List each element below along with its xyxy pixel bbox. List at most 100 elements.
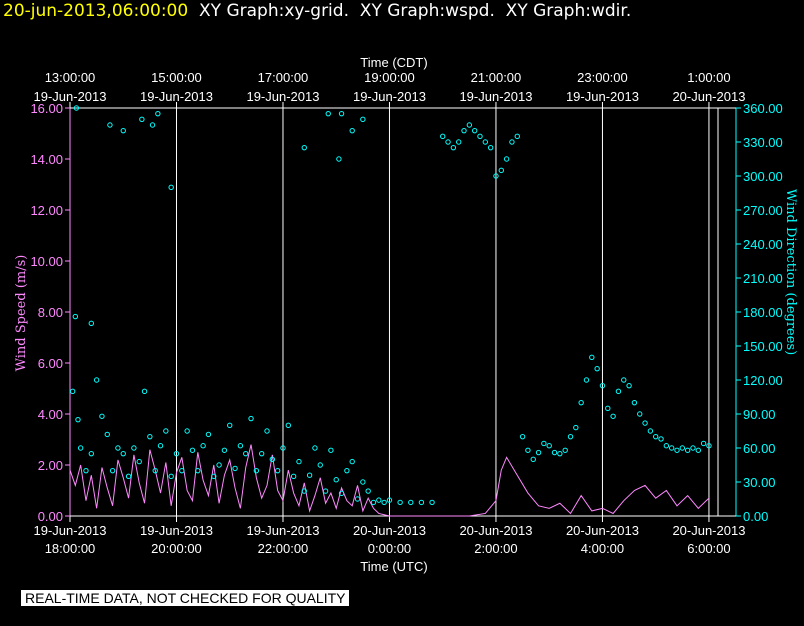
- wind-direction-point: [211, 473, 217, 480]
- top-date-label: 19-Jun-2013: [566, 89, 639, 104]
- wind-direction-point: [149, 122, 156, 128]
- wind-direction-point: [562, 447, 568, 453]
- wind-direction-point: [440, 133, 446, 140]
- wind-direction-point: [408, 499, 414, 506]
- bottom-date-label: 20-Jun-2013: [459, 523, 532, 538]
- wind-direction-point: [578, 399, 584, 406]
- top-date-label: 19-Jun-2013: [246, 89, 319, 104]
- wind-direction-point: [360, 116, 366, 123]
- wind-direction-point: [306, 472, 313, 478]
- wind-direction-point: [349, 127, 355, 134]
- wind-direction-point: [205, 431, 212, 438]
- wind-direction-point: [168, 184, 174, 191]
- bottom-date-label: 20-Jun-2013: [353, 523, 426, 538]
- right-tick-label: 270.00: [743, 203, 783, 218]
- wind-direction-point: [418, 499, 425, 506]
- wind-direction-point: [83, 467, 89, 474]
- right-tick-label: 150.00: [743, 339, 783, 354]
- wind-direction-point: [471, 127, 478, 134]
- left-tick-label: 6.00: [38, 356, 63, 371]
- chart-header: 20-jun-2013,06:00:00 XY Graph:xy-grid. X…: [3, 1, 631, 21]
- bottom-date-label: 19-Jun-2013: [140, 523, 213, 538]
- wind-direction-point: [104, 431, 110, 438]
- wind-direction-point: [525, 447, 531, 453]
- wind-direction-point: [647, 428, 654, 434]
- wind-direction-point: [75, 416, 81, 423]
- left-tick-label: 8.00: [38, 305, 63, 320]
- right-axis-title: Wind Direction (degrees): [783, 189, 798, 355]
- wind-direction-point: [551, 449, 558, 456]
- header-graph-3: XY Graph:wdir.: [505, 1, 632, 21]
- wind-direction-point: [243, 450, 249, 457]
- wind-direction-point: [466, 122, 473, 128]
- wind-direction-point: [503, 156, 510, 162]
- wind-direction-point: [557, 450, 563, 457]
- wind-direction-point: [195, 467, 201, 474]
- right-tick-label: 0.00: [743, 509, 768, 524]
- wind-direction-point: [386, 497, 393, 503]
- bottom-axis-title: Time (UTC): [360, 559, 427, 574]
- wind-direction-point: [322, 488, 329, 494]
- wind-direction-point: [109, 467, 116, 474]
- bottom-time-label: 20:00:00: [151, 541, 202, 556]
- wind-direction-point: [131, 445, 137, 451]
- wind-direction-point: [477, 133, 483, 140]
- bottom-time-label: 2:00:00: [474, 541, 517, 556]
- wind-direction-point: [325, 110, 331, 117]
- wind-direction-point: [93, 377, 100, 383]
- wind-direction-point: [599, 382, 606, 389]
- wind-direction-point: [285, 422, 292, 429]
- right-tick-label: 180.00: [743, 305, 783, 320]
- wind-direction-point: [221, 447, 228, 453]
- wind-direction-point: [349, 458, 355, 465]
- wind-direction-point: [237, 443, 244, 449]
- wind-direction-point: [115, 445, 121, 451]
- wind-direction-point: [269, 456, 276, 463]
- wind-direction-point: [637, 411, 643, 417]
- bottom-time-label: 6:00:00: [687, 541, 730, 556]
- wind-direction-point: [546, 443, 552, 449]
- wind-direction-point: [461, 127, 467, 134]
- wind-direction-point: [333, 477, 339, 483]
- right-tick-label: 90.00: [743, 407, 776, 422]
- wind-direction-point: [541, 440, 547, 447]
- left-tick-label: 16.00: [30, 101, 63, 116]
- wind-direction-point: [610, 413, 616, 419]
- right-tick-label: 240.00: [743, 237, 783, 252]
- wind-direction-point: [336, 156, 342, 162]
- wind-direction-point: [700, 440, 707, 447]
- wind-direction-point: [189, 447, 196, 453]
- top-date-label: 19-Jun-2013: [459, 89, 532, 104]
- wind-direction-point: [200, 443, 206, 449]
- wind-direction-point: [69, 388, 76, 395]
- bottom-date-label: 19-Jun-2013: [246, 523, 319, 538]
- wind-direction-point: [317, 462, 323, 468]
- top-date-label: 19-Jun-2013: [140, 89, 213, 104]
- right-axis-ticks: 0.00 30.00 60.00 90.00 120.00 150.00 180.00 210…: [736, 101, 783, 524]
- left-axis-title: Wind Speed (m/s): [14, 255, 29, 372]
- wind-direction-point: [227, 422, 233, 429]
- wind-speed-series: [69, 444, 710, 517]
- right-tick-label: 120.00: [743, 373, 783, 388]
- wind-direction-point: [684, 447, 691, 453]
- top-time-label: 17:00:00: [258, 70, 309, 85]
- wind-direction-point: [626, 382, 632, 389]
- wind-direction-point: [487, 144, 494, 151]
- wind-direction-point: [216, 462, 222, 468]
- wind-direction-point: [290, 473, 297, 480]
- top-date-label: 19-Jun-2013: [353, 89, 426, 104]
- wind-direction-point: [88, 450, 94, 457]
- left-tick-label: 14.00: [30, 152, 63, 167]
- wind-direction-point: [296, 458, 302, 465]
- header-graph-2: XY Graph:wspd.: [359, 1, 495, 21]
- right-tick-label: 30.00: [743, 475, 776, 490]
- wind-direction-point: [653, 433, 659, 440]
- wind-direction-point: [107, 122, 113, 128]
- wind-direction-point: [155, 110, 161, 117]
- wind-speed-line: [69, 444, 710, 517]
- wind-direction-point: [706, 443, 712, 449]
- wind-direction-point: [397, 499, 403, 506]
- quality-disclaimer: REAL-TIME DATA, NOT CHECKED FOR QUALITY: [21, 590, 350, 606]
- wind-direction-point: [631, 399, 638, 406]
